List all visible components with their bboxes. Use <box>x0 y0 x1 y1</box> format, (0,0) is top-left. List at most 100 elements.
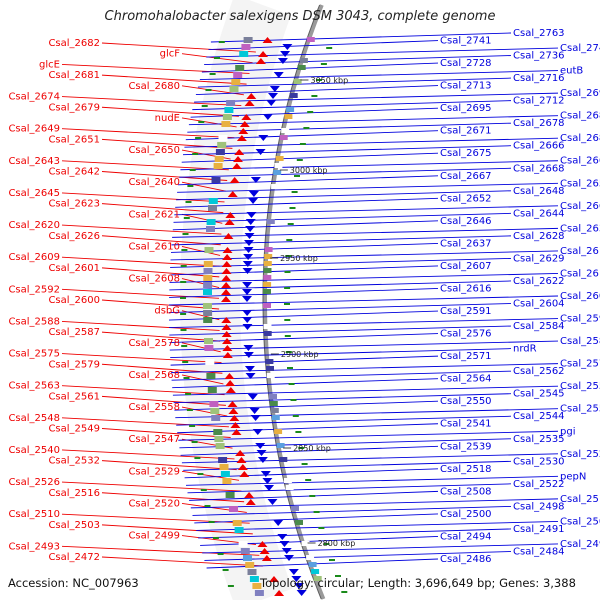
reverse-gene-mark <box>259 548 270 554</box>
leader-line <box>173 393 512 404</box>
category-block <box>222 478 232 484</box>
category-block <box>266 366 274 371</box>
category-block <box>204 338 213 344</box>
gene-label: Csal_2580 <box>560 336 600 347</box>
leader-line <box>181 152 439 163</box>
forward-gene-mark <box>293 583 304 589</box>
gene-label: Csal_2656 <box>560 178 600 189</box>
leader-line <box>178 430 559 441</box>
green-tick <box>326 47 333 49</box>
gene-label: Csal_2548 <box>8 413 60 424</box>
gene-label: Csal_2558 <box>128 402 180 413</box>
forward-gene-mark <box>266 100 277 106</box>
gene-label: Csal_2491 <box>513 524 565 535</box>
gene-label: Csal_2522 <box>513 479 565 490</box>
leader-line <box>61 63 250 74</box>
reverse-gene-mark <box>230 422 241 428</box>
forward-gene-mark <box>273 520 284 526</box>
gene-label: nrdR <box>513 344 537 355</box>
green-tick <box>294 175 300 177</box>
leader-line <box>176 415 512 426</box>
gene-label: Csal_2549 <box>48 424 100 435</box>
category-block <box>203 289 212 295</box>
kbp-tick-label: 2900 kbp <box>281 350 319 359</box>
green-tick <box>329 559 335 561</box>
green-tick <box>309 495 316 497</box>
green-tick <box>183 377 190 379</box>
gene-label: Csal_2498 <box>513 501 565 512</box>
forward-gene-mark <box>282 44 293 50</box>
leader-line <box>177 182 559 193</box>
leader-line <box>172 385 559 396</box>
category-block <box>215 443 225 449</box>
leader-line <box>101 492 245 503</box>
category-block <box>269 401 278 406</box>
leader-line <box>61 128 235 139</box>
category-block <box>301 541 310 546</box>
green-tick <box>295 431 302 433</box>
gene-label: Csal_2512 <box>560 494 600 505</box>
gene-label: Csal_2532 <box>48 456 100 467</box>
leader-line <box>61 160 229 171</box>
gene-label: Csal_2508 <box>440 486 492 497</box>
forward-gene-mark <box>260 471 271 477</box>
leader-line <box>172 220 439 231</box>
gene-label: Csal_2608 <box>128 274 180 285</box>
reverse-gene-mark <box>262 37 273 43</box>
gene-label: Csal_2648 <box>513 186 565 197</box>
gene-label: Csal_2736 <box>513 51 565 62</box>
category-block <box>264 247 273 252</box>
category-block <box>263 268 272 273</box>
green-tick <box>194 457 201 459</box>
gene-label: Csal_2576 <box>440 329 492 340</box>
reverse-gene-mark <box>231 163 242 169</box>
green-tick <box>298 447 305 449</box>
gene-label: Csal_2530 <box>513 456 565 467</box>
gene-label: Csal_2503 <box>48 520 100 531</box>
gene-label: Csal_2682 <box>48 38 100 49</box>
green-tick <box>180 329 187 331</box>
category-block <box>252 583 262 589</box>
category-block <box>211 177 221 183</box>
leader-line <box>101 171 228 181</box>
green-tick <box>218 41 225 43</box>
category-block <box>291 506 299 511</box>
gene-label: Csal_2575 <box>8 349 60 360</box>
category-block <box>208 198 218 204</box>
leader-line <box>175 197 439 208</box>
category-block <box>270 408 279 413</box>
leader-line <box>61 449 235 460</box>
map-title: Chromohalobacter salexigens DSM 3043, co… <box>104 9 496 24</box>
gene-label: Csal_2587 <box>48 327 100 338</box>
forward-gene-mark <box>245 373 256 379</box>
reverse-gene-mark <box>229 177 240 183</box>
leader-line <box>170 250 559 261</box>
category-block <box>271 184 280 189</box>
leader-line <box>185 130 439 141</box>
reverse-gene-mark <box>222 338 233 344</box>
category-block <box>214 436 224 442</box>
category-block <box>276 443 285 448</box>
green-tick <box>189 425 196 427</box>
gene-label: Csal_2643 <box>8 156 60 167</box>
gene-label: Csal_2500 <box>440 509 492 520</box>
category-block <box>306 555 315 560</box>
gene-label: Csal_2604 <box>513 299 565 310</box>
reverse-gene-mark <box>246 93 257 99</box>
gene-label: eutB <box>560 66 583 77</box>
gene-label: Csal_2484 <box>513 546 565 557</box>
leader-line <box>170 355 439 366</box>
reverse-gene-mark <box>221 331 232 337</box>
forward-gene-mark <box>264 485 275 491</box>
gene-label: Csal_2619 <box>560 246 600 257</box>
leader-line <box>185 475 559 486</box>
forward-gene-mark <box>243 254 254 260</box>
leader-line <box>101 460 237 471</box>
category-block <box>308 562 317 567</box>
gene-label: Csal_2529 <box>128 466 180 477</box>
category-block <box>286 107 295 112</box>
leader-line <box>198 528 512 539</box>
green-tick <box>198 121 205 123</box>
kbp-ticks: 3050 kbp 3000 kbp 2950 kbp 2900 kbp 2850 kbp… <box>180 41 355 593</box>
reverse-gene-mark <box>255 58 266 64</box>
